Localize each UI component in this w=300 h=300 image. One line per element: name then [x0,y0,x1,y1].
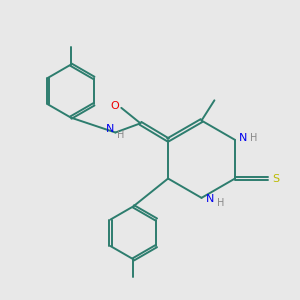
Text: H: H [217,198,224,208]
Text: O: O [110,101,119,111]
Text: H: H [116,130,124,140]
Text: N: N [106,124,114,134]
Text: S: S [272,173,279,184]
Text: H: H [250,133,258,143]
Text: N: N [206,194,214,204]
Text: N: N [239,133,247,143]
